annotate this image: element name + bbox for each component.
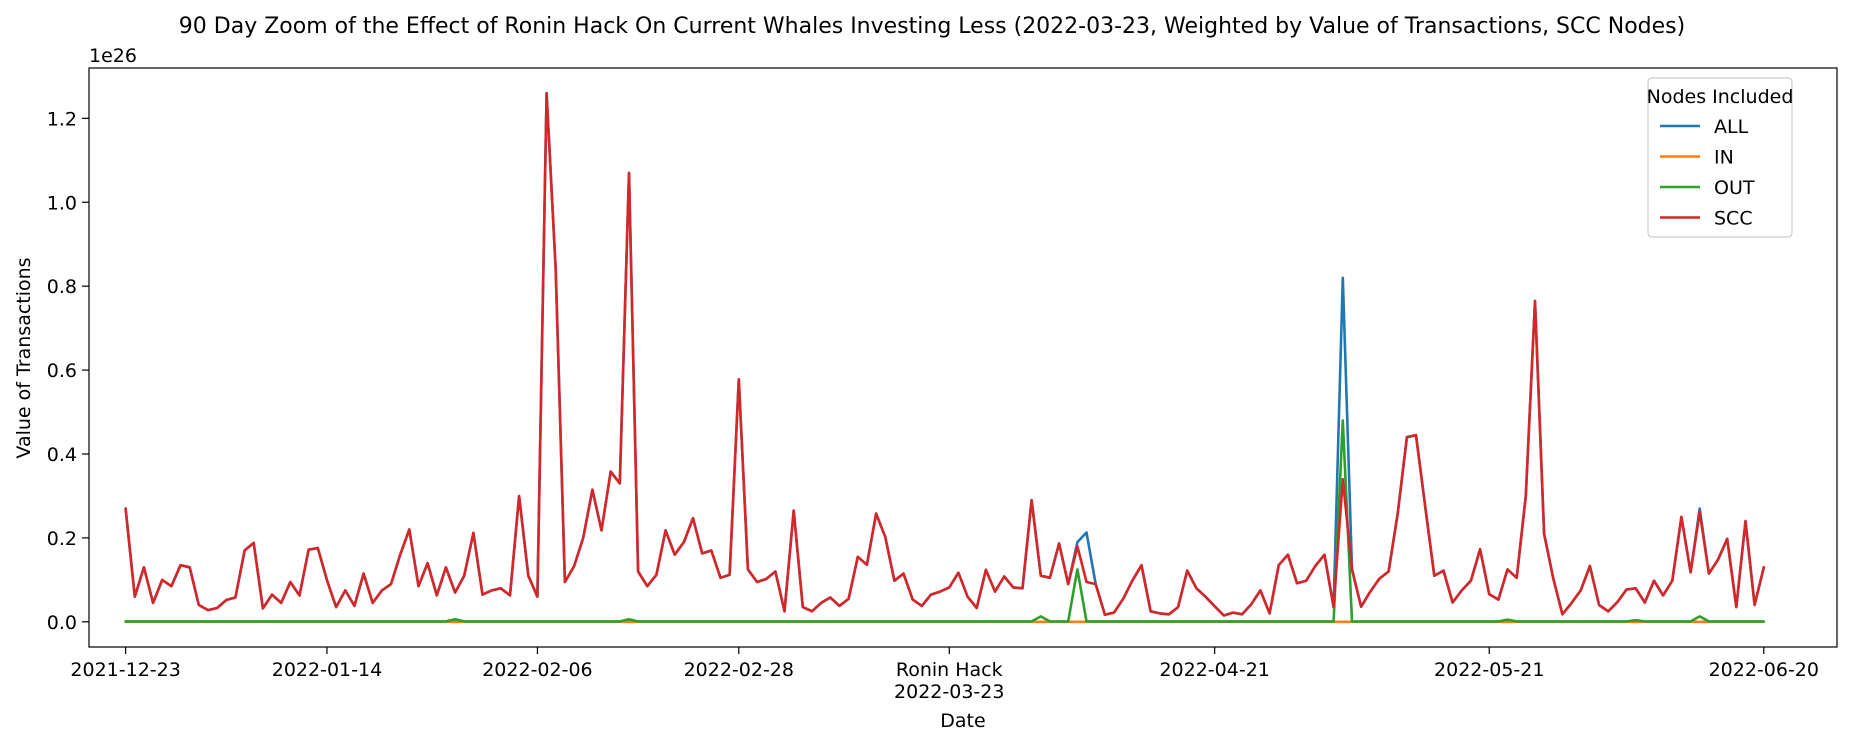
y-tick-label: 0.0 [47,612,77,634]
y-tick-label: 0.8 [47,276,77,298]
y-tick-label: 0.4 [47,444,77,466]
x-tick-label: 2022-02-28 [684,659,794,681]
x-tick-label: 2022-04-21 [1159,659,1269,681]
legend-label-out: OUT [1714,177,1755,199]
y-axis-ticks: 0.0 0.2 0.4 0.6 0.8 1.0 1.2 [47,108,89,634]
x-tick-label: 2022-01-14 [272,659,382,681]
y-axis-label: Value of Transactions [13,257,35,458]
y-tick-label: 0.6 [47,360,77,382]
x-tick-label: 2022-06-20 [1709,659,1819,681]
legend-label-scc: SCC [1714,208,1753,230]
legend-box [1647,77,1793,238]
series-line-out [124,419,1766,623]
legend-label-all: ALL [1714,116,1749,138]
legend-title: Nodes Included [1647,86,1794,108]
x-axis-label: Date [940,710,985,732]
y-offset-label: 1e26 [89,45,137,67]
y-tick-label: 1.2 [47,108,77,130]
y-tick-label: 1.0 [47,192,77,214]
series-line-all [124,91,1766,617]
ronin-hack-annotation: Ronin Hack [896,659,1003,681]
x-tick-label: 2021-12-23 [70,659,180,681]
x-tick-label: 2022-03-23 [894,681,1004,703]
x-tick-label: 2022-05-21 [1434,659,1544,681]
legend: Nodes Included ALL IN OUT SCC [1647,77,1794,238]
x-axis-ticks: 2021-12-23 2022-01-14 2022-02-06 2022-02-28… [70,647,1819,703]
y-tick-label: 0.2 [47,528,77,550]
annotation-label: Ronin Hack [896,659,1003,681]
x-tick-label: 2022-02-06 [482,659,592,681]
series-lines [124,91,1766,624]
legend-label-in: IN [1714,147,1734,169]
plot-frame [88,67,1838,648]
legend-items: ALL IN OUT SCC [1660,116,1755,230]
series-line-scc [124,91,1766,617]
chart-title: 90 Day Zoom of the Effect of Ronin Hack … [179,14,1685,39]
